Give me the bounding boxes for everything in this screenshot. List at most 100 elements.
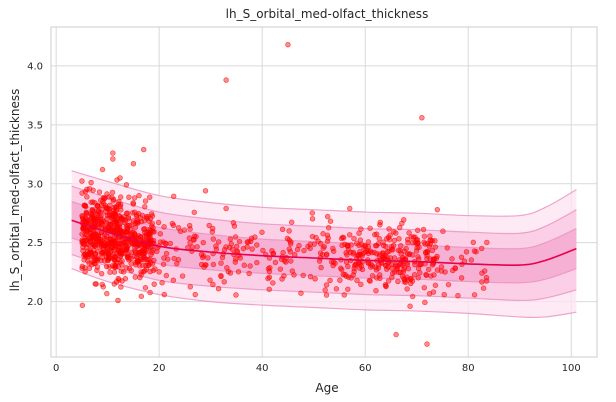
scatter-point bbox=[425, 266, 432, 273]
scatter-point bbox=[479, 270, 485, 276]
scatter-point bbox=[119, 262, 125, 268]
scatter-point bbox=[181, 227, 188, 233]
scatter-point bbox=[91, 243, 98, 249]
scatter-point bbox=[270, 250, 276, 257]
scatter-point bbox=[111, 269, 118, 275]
scatter-point bbox=[160, 261, 167, 267]
scatter-point bbox=[157, 231, 163, 237]
scatter-point bbox=[260, 247, 266, 254]
scatter-point bbox=[227, 270, 234, 276]
scatter-point bbox=[415, 227, 421, 234]
scatter-point bbox=[397, 224, 403, 231]
scatter-point bbox=[340, 234, 346, 240]
plot-frame bbox=[50, 26, 598, 358]
scatter-point bbox=[373, 242, 380, 249]
scatter-point bbox=[391, 229, 397, 235]
scatter-point bbox=[440, 228, 446, 234]
scatter-point bbox=[103, 254, 109, 260]
scatter-point bbox=[323, 292, 330, 298]
scatter-point bbox=[389, 270, 396, 277]
x-tick-label: 40 bbox=[256, 363, 269, 374]
scatter-point bbox=[409, 293, 416, 300]
scatter-point bbox=[330, 245, 336, 252]
scatter-point bbox=[115, 297, 121, 304]
scatter-point bbox=[324, 213, 331, 220]
scatter-point bbox=[130, 218, 137, 224]
scatter-point bbox=[112, 242, 118, 249]
scatter-point bbox=[408, 280, 414, 287]
scatter-point bbox=[88, 199, 94, 205]
scatter-point bbox=[121, 269, 127, 275]
scatter-point bbox=[431, 272, 437, 278]
scatter-point bbox=[280, 249, 286, 256]
scatter-point bbox=[281, 273, 287, 279]
scatter-point bbox=[289, 268, 296, 274]
scatter-point bbox=[191, 209, 197, 216]
scatter-point bbox=[80, 215, 86, 222]
scatter-point bbox=[187, 284, 193, 290]
scatter-point bbox=[189, 244, 196, 250]
scatter-point bbox=[186, 235, 193, 241]
scatter-point bbox=[86, 219, 92, 225]
scatter-point bbox=[85, 253, 91, 260]
scatter-point bbox=[147, 268, 153, 275]
scatter-point bbox=[354, 277, 360, 284]
scatter-point bbox=[171, 255, 177, 262]
scatter-point bbox=[108, 221, 114, 228]
scatter-point bbox=[429, 247, 436, 254]
scatter-point bbox=[411, 272, 418, 278]
scatter-point bbox=[294, 246, 301, 253]
scatter-point bbox=[325, 225, 332, 231]
scatter-point bbox=[286, 228, 292, 234]
scatter-point bbox=[421, 284, 427, 291]
scatter-point bbox=[218, 260, 224, 266]
scatter-point bbox=[391, 237, 398, 244]
scatter-point bbox=[128, 267, 134, 274]
scatter-point bbox=[337, 277, 343, 283]
scatter-point bbox=[81, 257, 87, 263]
scatter-point bbox=[423, 272, 430, 279]
scatter-point bbox=[91, 247, 97, 253]
scatter-point bbox=[138, 293, 145, 300]
scatter-point bbox=[458, 254, 465, 261]
scatter-point bbox=[163, 272, 170, 279]
scatter-point bbox=[287, 241, 294, 247]
scatter-point bbox=[434, 206, 441, 213]
scatter-point bbox=[444, 245, 450, 251]
scatter-point bbox=[142, 203, 148, 210]
scatter-point bbox=[107, 269, 113, 275]
scatter-point bbox=[156, 269, 162, 275]
scatter-point bbox=[270, 280, 276, 286]
scatter-point bbox=[236, 238, 243, 245]
scatter-point bbox=[418, 261, 424, 268]
scatter-point bbox=[109, 189, 116, 196]
scatter-point bbox=[384, 236, 390, 242]
scatter-point bbox=[143, 234, 150, 240]
scatter-point bbox=[269, 248, 275, 254]
scatter-point bbox=[98, 219, 104, 225]
scatter-point bbox=[103, 263, 110, 270]
scatter-point bbox=[376, 235, 382, 242]
scatter-point bbox=[420, 226, 427, 233]
scatter-point bbox=[147, 244, 154, 251]
scatter-point bbox=[136, 192, 142, 199]
scatter-point bbox=[301, 247, 307, 254]
scatter-point bbox=[471, 248, 478, 254]
scatter-point bbox=[100, 284, 106, 290]
fit-curve bbox=[71, 219, 577, 267]
scatter-point bbox=[265, 275, 271, 282]
scatter-point bbox=[82, 202, 89, 209]
scatter-point bbox=[210, 281, 216, 288]
scatter-point bbox=[395, 247, 402, 254]
scatter-point bbox=[130, 201, 137, 207]
scatter-point bbox=[143, 262, 149, 269]
scatter-point bbox=[266, 286, 272, 293]
scatter-point bbox=[112, 204, 119, 210]
scatter-point bbox=[309, 233, 316, 240]
centile-line-mid-lower bbox=[71, 253, 577, 302]
scatter-point bbox=[128, 255, 134, 262]
scatter-point bbox=[103, 242, 109, 248]
scatter-point bbox=[120, 250, 127, 257]
scatter-point bbox=[149, 213, 156, 219]
scatter-point bbox=[141, 146, 147, 153]
